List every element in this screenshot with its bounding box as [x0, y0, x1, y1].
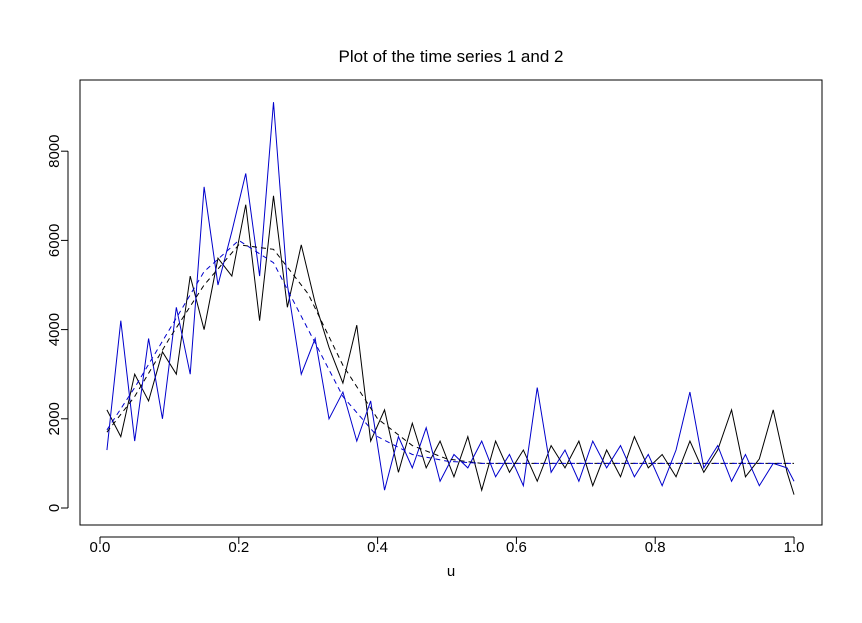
plot-frame [79, 79, 823, 526]
chart-title: Plot of the time series 1 and 2 [339, 47, 564, 66]
x-tick-label: 0.6 [506, 539, 527, 556]
y-tick-label: 8000 [46, 134, 63, 167]
y-tick-label: 0 [46, 504, 63, 512]
x-axis-label: u [447, 563, 455, 580]
x-tick-label: 0.2 [228, 539, 249, 556]
y-tick-label: 6000 [46, 224, 63, 257]
x-tick-label: 0.8 [645, 539, 666, 556]
fit-line [106, 244, 795, 464]
fit-line [106, 239, 795, 464]
x-tick-label: 0.4 [367, 539, 388, 556]
series-line [106, 195, 795, 495]
y-tick-label: 2000 [46, 402, 63, 435]
x-tick-label: 1.0 [784, 539, 805, 556]
x-tick-label: 0.0 [90, 539, 111, 556]
y-tick-label: 4000 [46, 313, 63, 346]
series-line [106, 102, 795, 491]
